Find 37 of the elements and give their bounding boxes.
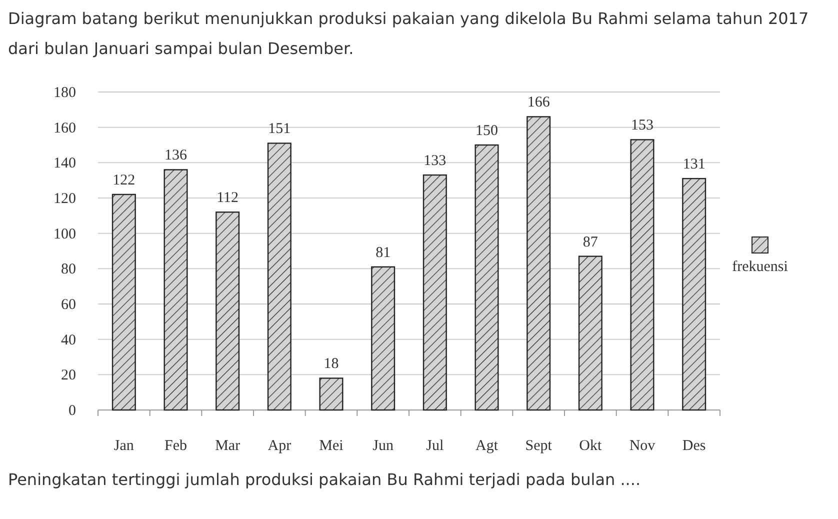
x-tick-label: Agt bbox=[476, 438, 499, 454]
y-tick-label: 20 bbox=[61, 368, 76, 384]
y-tick-label: 180 bbox=[54, 85, 76, 101]
y-tick-label: 160 bbox=[54, 120, 76, 136]
data-label: 150 bbox=[476, 123, 498, 139]
x-tick-label: Mar bbox=[215, 438, 240, 454]
y-tick-label: 40 bbox=[61, 332, 76, 348]
x-tick-label: Des bbox=[682, 438, 706, 454]
y-tick-label: 140 bbox=[54, 156, 76, 172]
x-tick-label: Nov bbox=[629, 438, 656, 454]
x-tick-label: Sept bbox=[525, 438, 553, 454]
legend-label: frekuensi bbox=[732, 259, 788, 275]
x-tick-label: Okt bbox=[579, 438, 602, 454]
x-tick-label: Feb bbox=[164, 438, 187, 454]
x-tick-label: Jul bbox=[426, 438, 444, 454]
x-tick-label: Mei bbox=[319, 438, 344, 454]
data-label: 136 bbox=[164, 148, 188, 164]
data-label: 122 bbox=[112, 172, 136, 188]
data-label: 166 bbox=[527, 94, 550, 111]
data-label: 112 bbox=[216, 190, 239, 206]
chart-title: Diagram batang berikut menunjukkan produksi pakaian yang dikelola Bu Rahmi selama tahun 2017 dari bulan Januari sampai bulan Desember. bbox=[8, 8, 810, 60]
x-tick-label: Jun bbox=[372, 438, 394, 454]
data-label: 18 bbox=[324, 356, 339, 372]
data-label: 151 bbox=[268, 121, 291, 138]
y-tick-label: 60 bbox=[61, 297, 76, 313]
data-label: 81 bbox=[376, 244, 391, 261]
x-tick-label: Apr bbox=[268, 438, 292, 454]
x-tick-label: Jan bbox=[114, 438, 134, 454]
y-tick-label: 100 bbox=[54, 226, 76, 242]
data-label: 153 bbox=[631, 118, 654, 134]
data-label: 87 bbox=[582, 234, 598, 250]
y-tick-label: 0 bbox=[68, 403, 76, 419]
text: Peningkatan tertinggi jumlah produksi pakaian Bu Rahmi terjadi pada bulan .... bbox=[8, 470, 642, 489]
y-tick-label: 120 bbox=[54, 191, 76, 207]
data-label: 133 bbox=[424, 153, 446, 170]
y-tick-label: 80 bbox=[61, 262, 76, 278]
data-label: 131 bbox=[682, 156, 706, 173]
